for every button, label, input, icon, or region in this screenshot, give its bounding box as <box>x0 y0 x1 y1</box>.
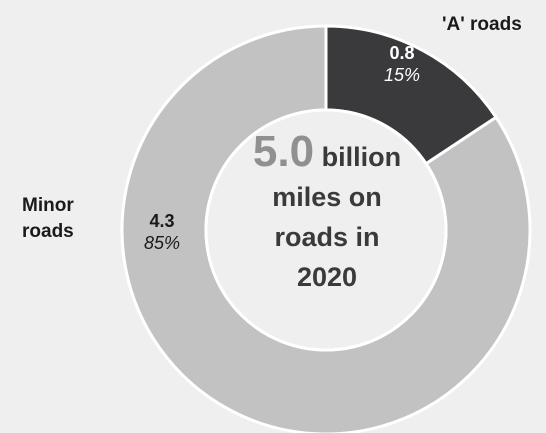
donut-hole <box>204 108 448 352</box>
center-line-2: miles on <box>272 182 382 212</box>
center-line-4: 2020 <box>296 262 358 292</box>
minor-roads-value: 4.3 <box>149 211 175 231</box>
center-line-3: roads in <box>274 222 380 252</box>
minor-label-line-2: roads <box>22 221 74 242</box>
legend-label-minor-roads: Minor roads <box>22 193 74 245</box>
center-total-unit: billion <box>321 142 402 172</box>
a-roads-value: 0.8 <box>389 43 415 63</box>
legend-label-a-roads: 'A' roads <box>442 14 522 35</box>
minor-roads-data-label: 4.3 85% <box>132 210 192 254</box>
center-line-1: 5.0 billion <box>207 130 447 177</box>
center-total-value: 5.0 <box>252 127 315 176</box>
a-roads-data-label: 0.8 15% <box>372 42 432 86</box>
minor-label-line-1: Minor <box>22 195 74 216</box>
a-roads-percent: 15% <box>383 65 421 85</box>
center-total-text: 5.0 billion miles on roads in 2020 <box>207 130 447 297</box>
minor-roads-percent: 85% <box>143 233 181 253</box>
